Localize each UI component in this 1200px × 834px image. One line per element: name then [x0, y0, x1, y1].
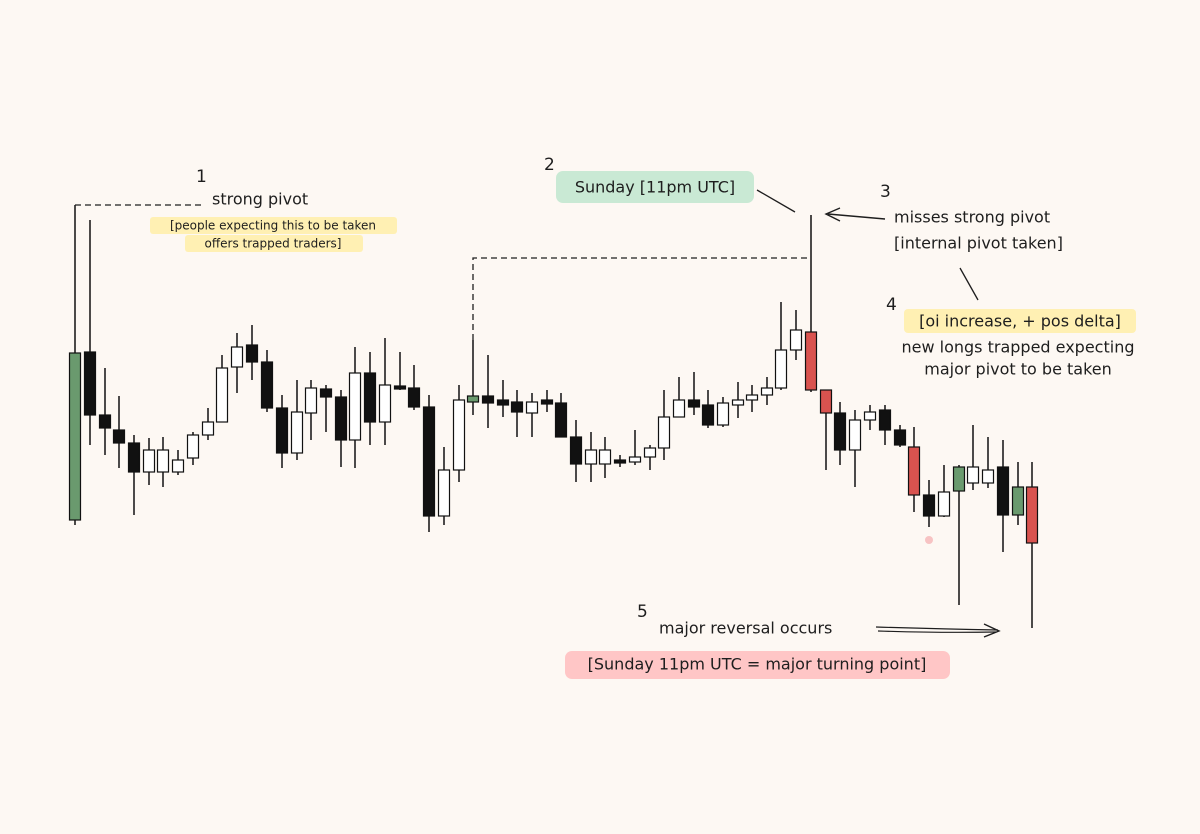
arrow — [875, 626, 999, 633]
candle-body — [407, 387, 421, 408]
arrow-head — [983, 623, 1001, 638]
candle-body — [68, 352, 82, 521]
candle-body — [422, 406, 436, 517]
highlight — [556, 171, 754, 203]
annotation-note: offers trapped traders] — [205, 237, 342, 251]
candle-body — [716, 402, 730, 426]
candle-body — [819, 389, 833, 414]
candle-body — [112, 429, 126, 444]
annotation-number: 5 — [637, 602, 648, 622]
candle-body — [569, 436, 583, 465]
connector — [959, 267, 979, 301]
candle-body — [466, 395, 480, 403]
candle-body — [540, 399, 554, 405]
candle-body — [937, 491, 951, 517]
candle-body — [348, 372, 362, 441]
candle-body — [334, 396, 348, 441]
annotation-label: Sunday [11pm UTC] — [575, 178, 735, 197]
candle-body — [290, 411, 304, 454]
highlight — [185, 235, 363, 252]
annotation-note: [Sunday 11pm UTC = major turning point] — [588, 655, 927, 674]
candle-body — [481, 395, 495, 404]
annotation-number: 3 — [880, 182, 891, 202]
annotation-number: 2 — [544, 155, 555, 175]
candle-body — [907, 446, 921, 496]
candle-body — [672, 399, 686, 418]
candle-body — [966, 466, 980, 484]
candle-body — [613, 459, 627, 464]
highlight — [565, 651, 950, 679]
candle-body — [774, 349, 788, 389]
candle-body — [731, 399, 745, 406]
annotation-label: major reversal occurs — [659, 619, 832, 638]
candle-body — [833, 412, 847, 451]
candle-body — [996, 466, 1010, 516]
candle-body — [201, 421, 215, 436]
annotation-note: [people expecting this to be taken — [170, 219, 376, 233]
annotation-label: strong pivot — [212, 190, 308, 209]
candle-body — [510, 401, 524, 413]
annotation-number: 4 — [886, 295, 897, 315]
pivot-line — [472, 257, 808, 340]
candle-body — [215, 367, 229, 423]
marker-dot — [925, 536, 933, 544]
candle-body — [745, 394, 759, 401]
candle-body — [863, 411, 877, 421]
candle-body — [584, 449, 598, 465]
candle-body — [1011, 486, 1025, 516]
candle-body — [260, 361, 274, 409]
annotation-label: misses strong pivot — [894, 208, 1050, 227]
candle-body — [701, 404, 715, 426]
candle-body — [98, 414, 112, 429]
candle-body — [628, 456, 642, 463]
candle-body — [452, 399, 466, 471]
highlight — [150, 217, 397, 234]
candle-body — [848, 419, 862, 451]
candle-body — [804, 331, 818, 391]
candle-body — [156, 449, 170, 473]
candle-body — [643, 447, 657, 458]
candle-body — [687, 399, 701, 408]
candle-body — [127, 442, 141, 473]
arrow — [827, 213, 886, 220]
arrow-head — [824, 207, 841, 222]
candle-body — [275, 407, 289, 454]
candle-body — [393, 385, 407, 390]
candle-body — [304, 387, 318, 414]
annotation-label: [oi increase, + pos delta] — [919, 312, 1121, 331]
candle-body — [525, 401, 539, 414]
candle-body — [554, 402, 568, 438]
annotation-note: major pivot to be taken — [924, 360, 1112, 379]
candle-body — [598, 449, 612, 465]
candle-body — [171, 459, 185, 473]
candle-body — [1025, 486, 1039, 544]
candles — [68, 205, 1039, 628]
candle-body — [319, 388, 333, 398]
candle-body — [363, 372, 377, 423]
highlight — [904, 309, 1136, 333]
candle-body — [657, 416, 671, 449]
candle-body — [186, 434, 200, 459]
annotation-note: new longs trapped expecting — [901, 338, 1134, 357]
annotation-note: [internal pivot taken] — [894, 234, 1063, 253]
candle-body — [496, 399, 510, 406]
candle-body — [952, 466, 966, 492]
candle-body — [230, 346, 244, 368]
candle-body — [83, 351, 97, 416]
candle-body — [378, 384, 392, 423]
candle-body — [760, 387, 774, 396]
candle-body — [142, 449, 156, 473]
connector — [756, 189, 796, 213]
candle-body — [245, 344, 259, 363]
candle-body — [789, 329, 803, 351]
candle-body — [893, 429, 907, 446]
annotation-number: 1 — [196, 167, 207, 187]
candle-body — [437, 469, 451, 517]
candle-body — [981, 469, 995, 484]
candle-body — [922, 494, 936, 517]
candle-body — [878, 409, 892, 431]
